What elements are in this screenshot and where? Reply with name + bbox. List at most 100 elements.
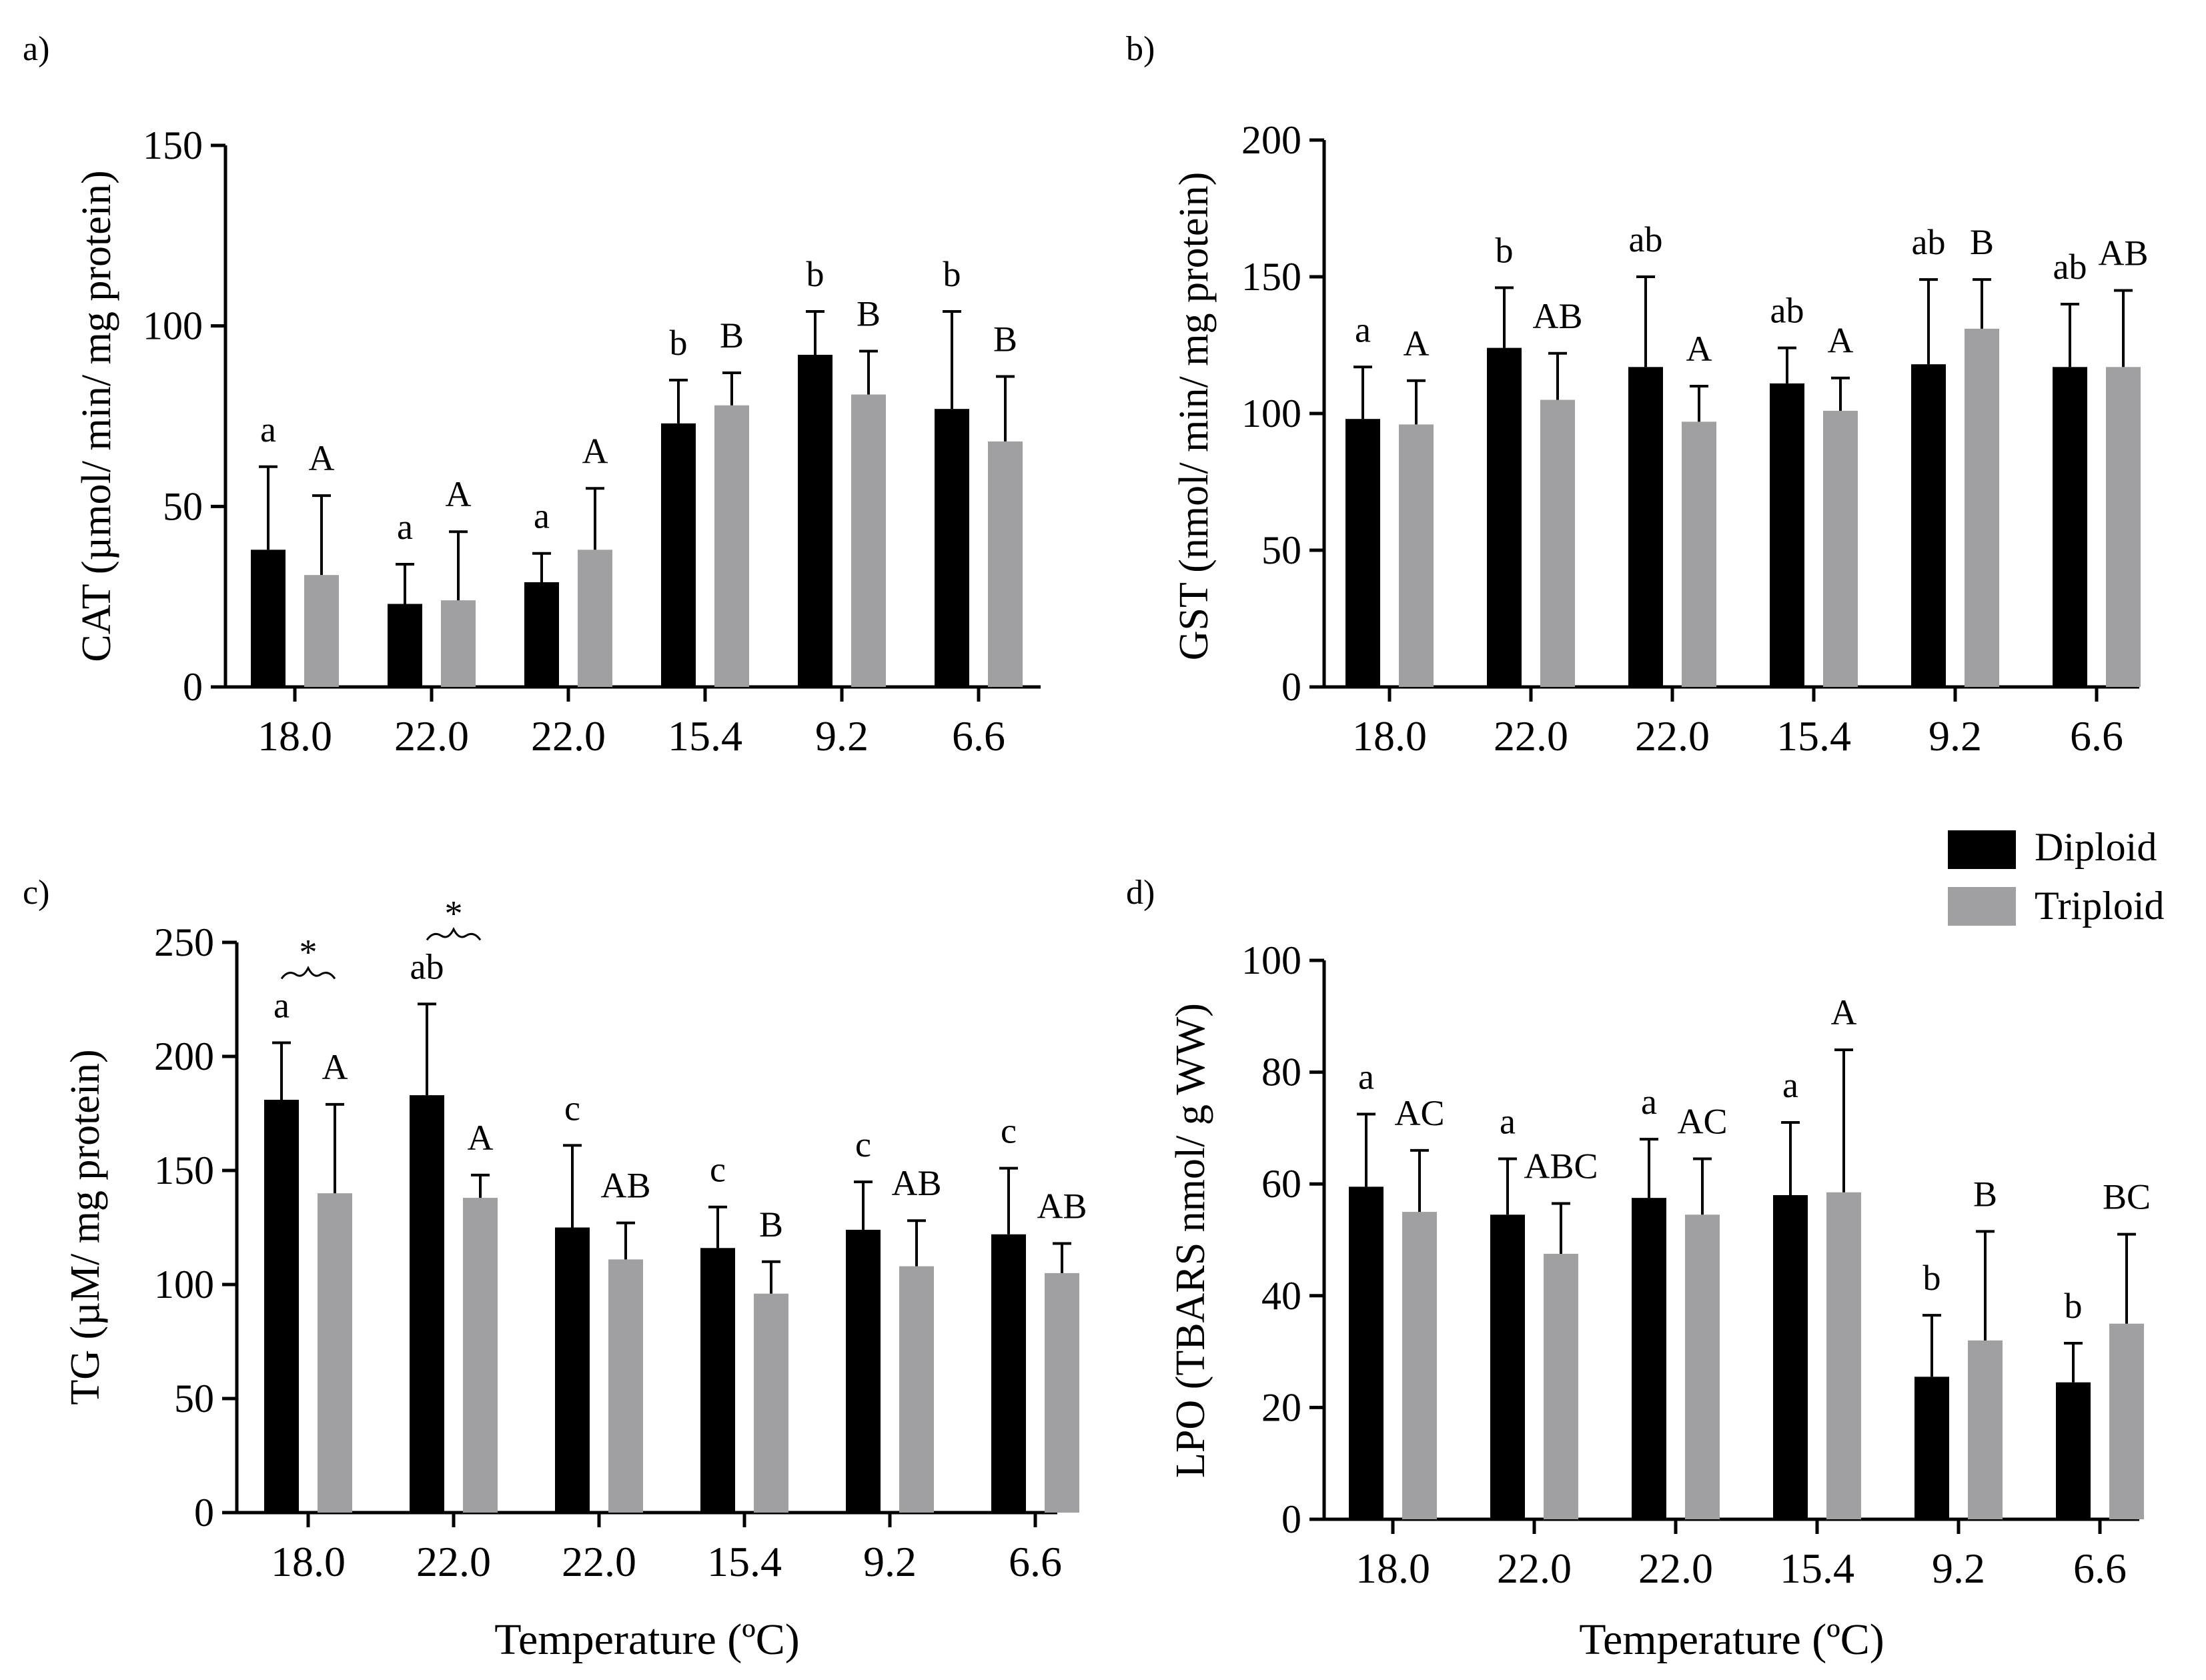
y-tick-label: 50: [163, 484, 203, 528]
bar-triploid: [1968, 1340, 2003, 1519]
significance-letter: B: [759, 1204, 783, 1244]
bar-diploid: [524, 582, 559, 687]
y-tick-label: 150: [1241, 255, 1301, 299]
bar-triploid: [1402, 1212, 1437, 1519]
y-tick-label: 150: [143, 123, 203, 167]
bar-triploid: [1399, 424, 1434, 687]
significance-letter: c: [1001, 1111, 1017, 1151]
bar-diploid: [1773, 1194, 1808, 1519]
significance-letter: AB: [600, 1166, 650, 1206]
x-tick-label: 9.2: [863, 1538, 917, 1585]
y-tick-label: 200: [1241, 118, 1301, 162]
x-tick-label: 15.4: [668, 712, 742, 760]
significance-letter: ab: [2053, 247, 2087, 287]
bar-triploid: [318, 1193, 352, 1513]
significance-letter: b: [2065, 1286, 2083, 1326]
bar-triploid: [1540, 399, 1575, 687]
y-tick-label: 0: [1281, 1497, 1301, 1541]
legend-label: Triploid: [2035, 884, 2165, 928]
bar-diploid: [1628, 367, 1663, 687]
significance-letter: B: [993, 319, 1017, 359]
significance-letter: AC: [1677, 1101, 1727, 1141]
bar-triploid: [754, 1293, 788, 1513]
panel-label: b): [1126, 30, 1155, 68]
x-axis-title: Temperature (ºC): [494, 1615, 799, 1664]
significance-letter: A: [1831, 992, 1857, 1032]
y-tick-label: 50: [174, 1377, 214, 1421]
y-tick-label: 100: [154, 1263, 214, 1307]
legend-swatch-diploid: [1948, 830, 2016, 869]
x-tick-label: 15.4: [1776, 712, 1851, 760]
significance-letter: B: [1973, 1174, 1997, 1214]
bar-diploid: [798, 354, 833, 687]
bar-triploid: [899, 1266, 934, 1513]
bar-triploid: [2109, 1323, 2144, 1519]
significance-letter: A: [309, 438, 335, 478]
significance-letter: A: [446, 474, 472, 514]
significance-letter: c: [710, 1150, 726, 1190]
significance-asterisk: *: [300, 932, 318, 972]
bar-triploid: [714, 405, 749, 687]
significance-letter: A: [1828, 321, 1854, 361]
bar-triploid: [2106, 367, 2141, 687]
y-tick-label: 60: [1261, 1162, 1301, 1206]
y-tick-label: 80: [1261, 1050, 1301, 1094]
significance-letter: a: [534, 496, 550, 536]
bar-diploid: [555, 1227, 590, 1513]
significance-letter: a: [260, 409, 276, 450]
bar-diploid: [1911, 364, 1946, 687]
significance-letter: a: [1641, 1082, 1657, 1122]
bar-triploid: [1823, 410, 1858, 687]
y-tick-label: 0: [183, 665, 203, 709]
bar-diploid: [991, 1234, 1026, 1513]
chart-panel-b: b) 0 50 100 150 200 18.0 22.0 22.0 15.4 9.2 6.6 GST …: [1126, 30, 2149, 760]
significance-letter: A: [1686, 329, 1712, 369]
significance-letter: a: [1355, 309, 1371, 349]
x-tick-label: 18.0: [257, 712, 332, 760]
chart-panel-c: c) 0 50 100 150 200 250 18.0 22.0 22.0 15.4 9.2 6.6 T…: [23, 874, 1087, 1664]
significance-letter: b: [806, 254, 824, 294]
bar-diploid: [1345, 419, 1380, 687]
x-tick-label: 15.4: [707, 1538, 782, 1585]
x-tick-label: 22.0: [562, 1538, 636, 1585]
x-tick-label: 18.0: [1352, 712, 1427, 760]
x-tick-label: 6.6: [2070, 712, 2123, 760]
bar-triploid: [1045, 1273, 1079, 1513]
x-tick-label: 6.6: [1009, 1538, 1062, 1585]
y-tick-label: 100: [143, 304, 203, 348]
x-tick-label: 18.0: [1355, 1545, 1430, 1592]
panel-label: c): [23, 874, 49, 912]
significance-letter: a: [273, 985, 290, 1025]
bar-diploid: [1770, 383, 1804, 687]
bar-triploid: [1685, 1214, 1720, 1519]
bar-triploid: [463, 1198, 498, 1513]
significance-letter: b: [943, 254, 961, 294]
bar-diploid: [251, 550, 286, 687]
chart-panel-d: d) 0 20 40 60 80 100 18.0 22.0 22.0 15.4 9.2 6.6 LPO …: [1126, 874, 2151, 1664]
significance-brace: [426, 926, 482, 941]
significance-asterisk: *: [445, 893, 463, 933]
bar-diploid: [264, 1099, 299, 1513]
bar-triploid: [1544, 1253, 1578, 1519]
bar-diploid: [700, 1248, 735, 1513]
legend-swatch-triploid: [1948, 887, 2016, 926]
x-tick-label: 22.0: [394, 712, 469, 760]
y-tick-label: 40: [1261, 1274, 1301, 1318]
bar-triploid: [1826, 1192, 1861, 1519]
y-axis-title: CAT (µmol/ min/ mg protein): [74, 170, 119, 662]
significance-letter: ab: [1629, 219, 1663, 259]
bar-diploid: [2056, 1382, 2091, 1519]
y-tick-label: 100: [1241, 391, 1301, 436]
significance-letter: A: [468, 1118, 494, 1158]
x-tick-label: 22.0: [1638, 1545, 1713, 1592]
x-tick-label: 22.0: [1635, 712, 1710, 760]
bar-triploid: [1682, 422, 1716, 687]
y-tick-label: 100: [1241, 938, 1301, 982]
bar-triploid: [441, 600, 476, 687]
y-tick-label: 250: [154, 920, 214, 964]
significance-letter: B: [720, 315, 744, 355]
significance-letter: b: [1923, 1258, 1941, 1298]
bar-triploid: [988, 441, 1023, 687]
y-axis-title: TG (µM/ mg protein): [63, 1049, 108, 1405]
